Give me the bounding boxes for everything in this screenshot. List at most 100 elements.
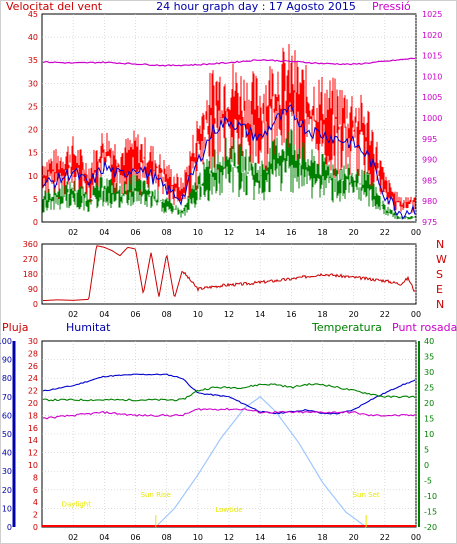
humidity-y-tick: 70 [2,393,12,402]
pressure-y-tick: 990 [422,156,437,165]
temperature-y-tick: -5 [424,477,432,486]
x-tick-label: 04 [99,310,109,319]
dewpoint-label: Punt rosada [392,321,457,334]
wind-chart: 02 04 06 08 10 12 14 16 18 20 22 000510152025303540… [28,10,443,237]
rain-label: Pluja [2,321,28,334]
x-tick-label: 22 [380,310,390,319]
humidity-y-tick: 90 [2,356,12,365]
x-tick-label: 12 [224,228,234,237]
humidity-label: Humitat [66,321,111,334]
temperature-y-tick: 30 [424,368,434,377]
x-tick-label: 02 [68,228,78,237]
x-tick-label: 22 [380,533,390,542]
humidity-series [42,373,416,415]
temperature-series [42,382,416,402]
rain-y-tick: 22 [28,387,38,396]
x-tick-label: 18 [317,533,327,542]
rain-y-tick: 8 [33,473,38,482]
compass-label: W [436,253,447,266]
pressure-y-tick: 1025 [422,10,442,19]
x-tick-label: 14 [255,228,265,237]
wind-y-tick: 30 [28,79,38,88]
pressure-y-tick: 995 [422,135,437,144]
rain-y-tick: 10 [28,461,38,470]
x-tick-label: 02 [68,310,78,319]
rain-y-tick: 16 [28,424,38,433]
pressure-y-tick: 1000 [422,114,442,123]
wind-y-tick: 0 [33,218,38,227]
direction-y-tick: 90 [28,285,38,294]
temperature-y-tick: 20 [424,399,434,408]
x-tick-label: 16 [286,228,296,237]
rain-y-tick: 20 [28,399,38,408]
x-tick-label: 00 [411,310,421,319]
x-tick-label: 10 [193,310,203,319]
x-tick-label: 00 [411,228,421,237]
rain-y-tick: 6 [33,486,38,495]
temperature-y-tick: 25 [424,384,434,393]
rain-y-tick: 18 [28,411,38,420]
direction-y-tick: 180 [23,270,38,279]
x-tick-label: 14 [255,533,265,542]
annotation-label: Sun Rise [141,491,171,499]
rain-y-tick: 30 [28,337,38,346]
climate-chart: 02 04 06 08 10 12 14 16 18 20 22 000102030405060708… [0,337,437,542]
annotation-label: Daylight [62,501,92,509]
rain-y-tick: 0 [33,523,38,532]
rain-y-tick: 28 [28,349,38,358]
temperature-y-tick: 10 [424,430,434,439]
wind-y-tick: 5 [33,195,38,204]
x-tick-label: 08 [162,228,172,237]
x-tick-label: 10 [193,533,203,542]
temperature-y-tick: -10 [424,492,437,501]
compass-label: N [436,298,444,311]
pressure-y-tick: 1020 [422,31,442,40]
x-tick-label: 02 [68,533,78,542]
humidity-y-tick: 60 [2,411,12,420]
compass-label: N [436,238,444,251]
x-tick-label: 10 [193,228,203,237]
humidity-y-tick: 100 [0,337,12,346]
compass-label: E [436,283,443,296]
chart-title: 24 hour graph day : 17 Agosto 2015 [156,0,356,13]
pressure-y-tick: 1015 [422,52,442,61]
humidity-y-tick: 40 [2,449,12,458]
wind-speed-label: Velocitat del vent [6,0,103,13]
rain-y-tick: 12 [28,449,38,458]
wind-y-tick: 25 [28,102,38,111]
x-tick-label: 22 [380,228,390,237]
rain-y-tick: 26 [28,362,38,371]
x-tick-label: 04 [99,533,109,542]
wind-y-tick: 40 [28,33,38,42]
x-tick-label: 16 [286,310,296,319]
pressure-series [42,57,416,67]
x-tick-label: 16 [286,533,296,542]
x-tick-label: 08 [162,533,172,542]
pressure-y-tick: 1010 [422,72,442,81]
x-tick-label: 18 [317,228,327,237]
pressure-y-tick: 975 [422,218,437,227]
direction-series [42,245,416,302]
humidity-y-tick: 20 [2,486,12,495]
annotation-label: Sun Set [353,491,380,499]
pressure-y-tick: 980 [422,197,437,206]
solar-series [155,396,367,528]
wind-y-tick: 15 [28,149,38,158]
temperature-y-tick: 35 [424,353,434,362]
humidity-y-tick: 0 [7,523,12,532]
temperature-y-tick: 40 [424,337,434,346]
x-tick-label: 08 [162,310,172,319]
x-tick-label: 04 [99,228,109,237]
humidity-y-tick: 50 [2,430,12,439]
temperature-y-tick: -20 [424,523,437,532]
rain-y-tick: 4 [33,498,38,507]
x-tick-label: 06 [130,310,140,319]
temperature-label: Temperatura [311,321,382,334]
humidity-y-tick: 80 [2,374,12,383]
wind-y-tick: 35 [28,56,38,65]
direction-y-tick: 360 [23,240,38,249]
x-tick-label: 18 [317,310,327,319]
x-tick-label: 14 [255,310,265,319]
x-tick-label: 00 [411,533,421,542]
